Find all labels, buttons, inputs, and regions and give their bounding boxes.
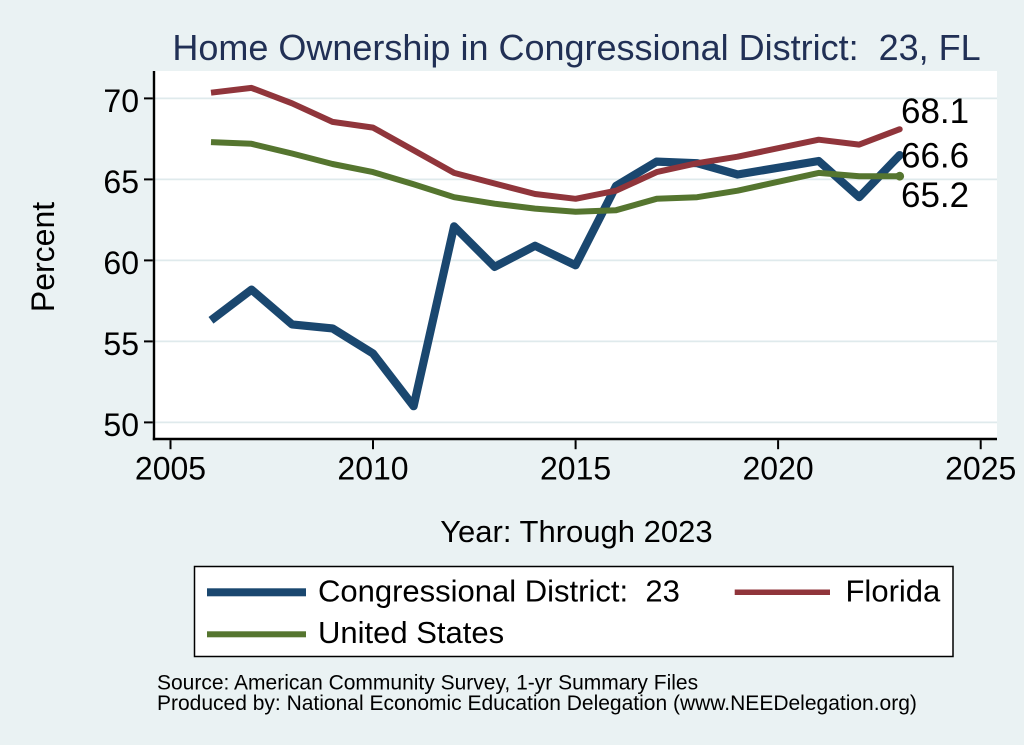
svg-text:55: 55 <box>103 326 139 362</box>
svg-text:2015: 2015 <box>540 451 611 487</box>
svg-text:60: 60 <box>103 245 139 281</box>
svg-text:65: 65 <box>103 164 139 200</box>
svg-text:Year: Through 2023: Year: Through 2023 <box>440 514 712 549</box>
svg-text:2010: 2010 <box>337 451 408 487</box>
svg-text:United States: United States <box>318 615 504 650</box>
svg-text:Percent: Percent <box>25 202 61 312</box>
svg-text:65.2: 65.2 <box>901 176 969 215</box>
svg-text:2020: 2020 <box>743 451 814 487</box>
svg-text:Source: American Community Sur: Source: American Community Survey, 1-yr … <box>157 672 698 695</box>
svg-text:66.6: 66.6 <box>901 137 969 176</box>
svg-text:2025: 2025 <box>945 451 1016 487</box>
svg-text:Produced by: National Economic: Produced by: National Economic Education… <box>157 692 917 715</box>
svg-text:70: 70 <box>103 83 139 119</box>
svg-text:Florida: Florida <box>846 574 942 609</box>
svg-text:Home Ownership in Congressiona: Home Ownership in Congressional District… <box>172 27 980 68</box>
svg-text:2005: 2005 <box>135 451 206 487</box>
svg-text:Congressional District: 23: Congressional District: 23 <box>318 574 680 609</box>
svg-text:50: 50 <box>103 407 139 443</box>
svg-text:68.1: 68.1 <box>901 92 969 131</box>
